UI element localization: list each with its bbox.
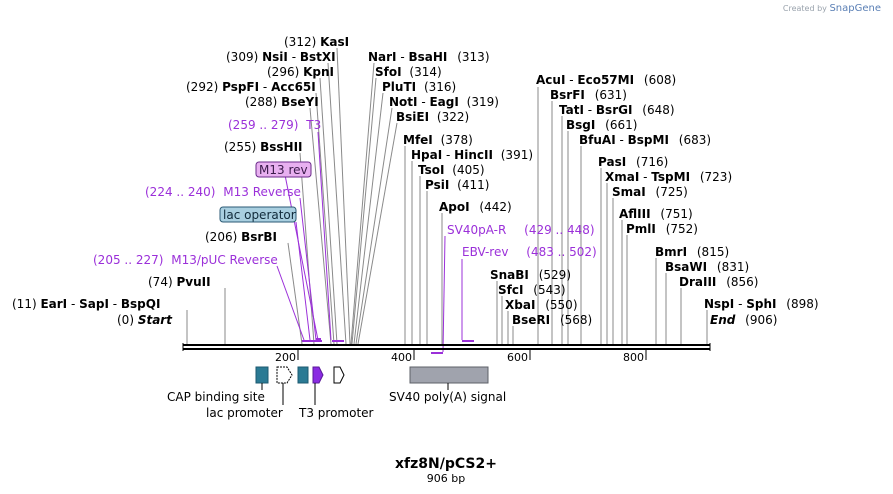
plasmid-length: 906 bp	[427, 472, 465, 485]
site-pvuii: (74) PvuII	[148, 275, 211, 289]
primer-leader-m13reverse	[299, 197, 317, 341]
site-pmli: PmlI (752)	[626, 222, 698, 236]
backbone	[182, 343, 711, 351]
feature-label-sv40: SV40 poly(A) signal	[389, 390, 506, 404]
leader-pspfi	[315, 92, 335, 345]
primer-sv40pa: SV40pA-R (429 .. 448)	[447, 223, 595, 237]
primer-m13-rev: M13 rev	[259, 163, 308, 177]
m13-rev-box	[255, 161, 312, 178]
site-snabi: SnaBI (529)	[490, 268, 571, 282]
site-pspfi: (292) PspFI - Acc65I	[186, 80, 316, 94]
feature-label-cap: CAP binding site	[167, 390, 265, 404]
primer-t3: (259 .. 279) T3	[228, 118, 321, 132]
leader-sfoi	[351, 77, 377, 345]
leader-nsii	[327, 62, 347, 345]
site-pluti: PluTI (316)	[382, 80, 456, 94]
site-bsawi: BsaWI (831)	[665, 260, 749, 274]
site-bsiei: BsiEI (322)	[396, 110, 469, 124]
site-nari: NarI - BsaHI (313)	[368, 50, 490, 64]
ruler-label-800: 800	[623, 351, 644, 364]
site-hpai: HpaI - HincII (391)	[411, 148, 533, 162]
site-labels: (312) KasI (309) NsiI - BstXI (296) KpnI…	[12, 35, 819, 327]
ruler-labels: 200 400 600 800	[275, 351, 644, 364]
feature-label-lac-promoter: lac promoter	[206, 406, 283, 420]
primer-leaders	[276, 131, 463, 353]
site-bmri: BmrI (815)	[655, 245, 729, 259]
site-bseyi: (288) BseYI	[245, 95, 319, 109]
site-bsgi: BsgI (661)	[566, 118, 637, 132]
cap-binding-site-feature	[255, 366, 269, 384]
site-bsshii: (255) BssHII	[224, 140, 303, 154]
plasmid-name: xfz8N/pCS2+	[395, 456, 497, 472]
primer-m13-puc: (205 .. 227) M13/pUC Reverse	[93, 253, 278, 267]
leader-bsshii	[299, 152, 315, 345]
site-end: End (906)	[710, 313, 777, 327]
site-acui: AcuI - Eco57MI (608)	[536, 73, 676, 87]
leader-pluti	[353, 92, 384, 345]
site-bsrbi: (206) BsrBI	[205, 230, 277, 244]
leader-kasi	[336, 47, 351, 345]
site-tsoi: TsoI (405)	[418, 163, 485, 177]
site-nspi: NspI - SphI (898)	[704, 297, 819, 311]
site-smai: SmaI (725)	[612, 185, 688, 199]
lac-operator-feature	[297, 366, 309, 384]
site-psii: PsiI (411)	[425, 178, 489, 192]
site-bsrfi: BsrFI (631)	[550, 88, 627, 102]
site-sfoi: SfoI (314)	[375, 65, 442, 79]
credit-text: Created by	[782, 4, 827, 13]
ruler-label-600: 600	[507, 351, 528, 364]
primer-leader-m13puc	[276, 265, 305, 341]
site-mfei: MfeI (378)	[403, 133, 473, 147]
lac-operator-box	[219, 206, 297, 223]
primer-leader-lacop	[295, 221, 311, 341]
site-tati: TatI - BsrGI (648)	[559, 103, 675, 117]
site-afliii: AflIII (751)	[619, 207, 693, 221]
primer-arrows	[302, 338, 474, 354]
site-noti: NotI - EagI (319)	[389, 95, 499, 109]
primer-leader-t3	[317, 131, 332, 341]
t3-primer-feature	[312, 366, 324, 384]
feature-label-t3-promoter: T3 promoter	[298, 406, 374, 420]
site-kasi: (312) KasI	[284, 35, 349, 49]
leader-bseyi	[309, 107, 332, 345]
site-kpni: (296) KpnI	[267, 65, 334, 79]
ruler-label-400: 400	[391, 351, 412, 364]
t3-promoter-feature	[333, 366, 345, 384]
leader-noti	[355, 107, 393, 345]
site-apoi: ApoI (442)	[439, 200, 512, 214]
site-eari: (11) EarI - SapI - BspQI	[12, 297, 160, 311]
sv40-polya-feature	[409, 366, 489, 384]
ruler-label-200: 200	[275, 351, 296, 364]
primer-lac-operator: lac operator	[223, 208, 296, 222]
primer-m13-reverse: (224 .. 240) M13 Reverse	[145, 185, 301, 199]
snapgene-credit: Created by SnapGene	[783, 3, 881, 14]
snapgene-logo-text: SnapGene	[829, 3, 881, 14]
leader-kpni	[319, 77, 338, 345]
ruler	[297, 350, 647, 360]
site-nsii: (309) NsiI - BstXI	[226, 50, 336, 64]
primer-labels: (259 .. 279) T3 M13 rev (224 .. 240) M13…	[93, 118, 597, 267]
site-pasi: PasI (716)	[598, 155, 668, 169]
site-start: (0) Start	[117, 313, 173, 327]
leader-lines	[186, 47, 708, 345]
lac-promoter-feature	[276, 366, 293, 384]
primer-leader-sv40pa	[442, 235, 446, 353]
site-bfuai: BfuAI - BspMI (683)	[579, 133, 711, 147]
features	[255, 366, 489, 405]
primer-ebv: EBV-rev (483 .. 502)	[462, 245, 597, 259]
leader-bsiei	[357, 122, 398, 345]
site-draiii: DraIII (856)	[679, 275, 758, 289]
site-xbai: XbaI (550)	[505, 298, 578, 312]
site-xmai: XmaI - TspMI (723)	[605, 170, 732, 184]
site-sfci: SfcI (543)	[498, 283, 566, 297]
site-bseri: BseRI (568)	[512, 313, 592, 327]
leader-nari	[350, 62, 375, 345]
feature-labels: CAP binding site lac promoter T3 promote…	[167, 390, 506, 420]
